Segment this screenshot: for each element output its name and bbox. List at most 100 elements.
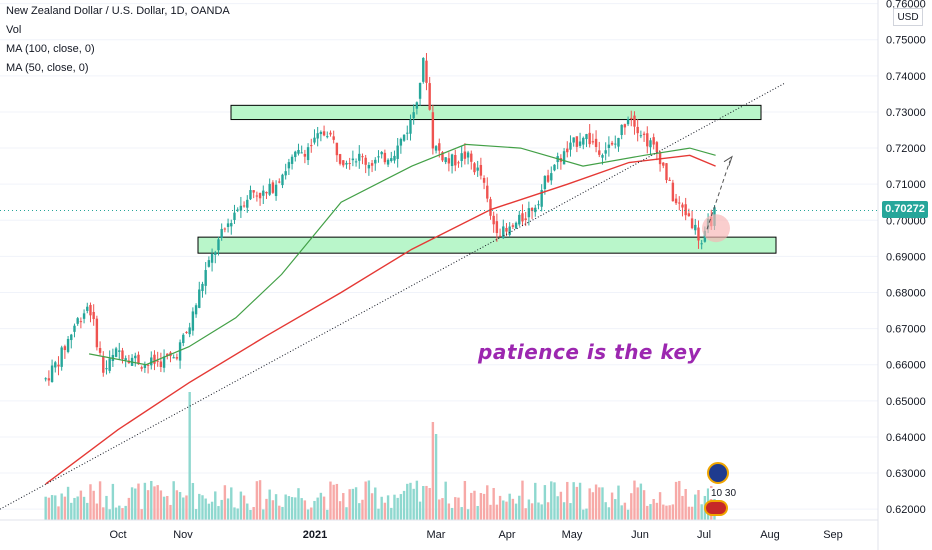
price-tick-label: 0.67000 <box>886 324 926 336</box>
time-axis[interactable]: Oct Nov 2021 Mar Apr May Jun Jul Aug Sep <box>0 519 878 541</box>
volume-bar <box>105 495 108 520</box>
volume-bar <box>594 484 598 520</box>
candle-body <box>63 346 67 351</box>
volume-bar <box>431 422 435 520</box>
volume-bar <box>198 493 201 520</box>
candle-body <box>537 204 540 206</box>
candle-body <box>412 112 415 119</box>
volume-bar <box>585 508 588 520</box>
volume-bar <box>681 495 684 520</box>
candle-body <box>482 177 486 183</box>
candle-body <box>66 338 70 352</box>
candle-body <box>386 159 390 165</box>
candle-body <box>114 348 118 357</box>
volume-bar <box>409 482 412 520</box>
volume-bar <box>44 496 47 520</box>
candle-body <box>294 151 297 158</box>
candle-body <box>143 365 147 369</box>
candle-body <box>582 137 585 145</box>
volume-bar <box>591 492 595 520</box>
candle-body <box>162 356 166 368</box>
volume-bar <box>492 487 495 520</box>
event-badge[interactable]: 10 30 <box>709 488 739 499</box>
candle-body <box>418 82 422 99</box>
volume-bar <box>310 507 313 520</box>
volume-bar <box>178 492 182 520</box>
volume-bar <box>297 488 300 520</box>
volume-bar <box>575 486 579 520</box>
time-tick-label: Apr <box>498 529 515 541</box>
candle-body <box>566 148 569 153</box>
highlight-circle <box>702 214 730 243</box>
symbol-title[interactable]: New Zealand Dollar / U.S. Dollar, 1D, OA… <box>6 5 230 17</box>
volume-bar <box>623 502 627 520</box>
candle-body <box>626 119 630 125</box>
candle-body <box>73 325 76 332</box>
candle-body <box>502 226 505 239</box>
volume-bar <box>252 507 255 520</box>
legend-ma50[interactable]: MA (50, close, 0) <box>6 62 89 74</box>
price-axis[interactable]: 0.76000 0.75000 0.74000 0.73000 0.72000 0.710… <box>877 0 926 550</box>
price-tick-label: 0.66000 <box>886 360 926 372</box>
candle-body <box>271 182 275 193</box>
volume-bar <box>633 480 636 520</box>
candle-body <box>614 143 617 145</box>
legend-ma100[interactable]: MA (100, close, 0) <box>6 43 95 55</box>
candle-body <box>623 124 627 128</box>
candle-body <box>655 142 659 153</box>
volume-bar <box>54 495 57 520</box>
volume-bar <box>390 507 393 520</box>
volume-bar <box>658 492 662 520</box>
volume-bar <box>114 507 118 520</box>
candle-body <box>393 155 396 161</box>
candle-body <box>470 153 473 162</box>
candle-body <box>585 134 588 140</box>
currency-label[interactable]: USD <box>893 8 923 26</box>
volume-bar <box>537 502 540 520</box>
candle-body <box>473 163 476 173</box>
candle-body <box>649 140 652 148</box>
volume-bar <box>166 495 169 520</box>
volume-bar <box>319 492 323 520</box>
volume-bar <box>361 499 364 520</box>
volume-bar <box>242 495 246 520</box>
time-tick-label: Jul <box>697 529 711 541</box>
candle-body <box>146 364 150 366</box>
price-tick-label: 0.63000 <box>886 468 926 480</box>
volume-bar <box>348 489 351 520</box>
volume-bar <box>73 497 76 520</box>
volume-bar <box>626 509 630 520</box>
candle-body <box>690 218 694 229</box>
volume-bar <box>556 496 559 520</box>
candle-body <box>546 175 550 182</box>
candle-body <box>668 179 671 181</box>
volume-bar <box>598 487 601 520</box>
volume-bar <box>466 509 470 520</box>
volume-bar <box>159 490 163 520</box>
volume-bar <box>294 497 297 520</box>
volume-bar <box>191 482 195 520</box>
candle-body <box>230 223 233 227</box>
candle-body <box>86 306 89 311</box>
volume-bar <box>185 495 188 520</box>
time-tick-label: Mar <box>427 529 446 541</box>
volume-bar <box>476 505 479 520</box>
time-tick-label: Aug <box>760 529 780 541</box>
legend-vol[interactable]: Vol <box>6 24 22 36</box>
volume-bar <box>150 480 153 520</box>
event-flag-icon[interactable] <box>707 462 729 484</box>
volume-bar <box>143 482 147 520</box>
volume-bar <box>271 500 275 520</box>
price-tick-label: 0.72000 <box>886 143 926 155</box>
volume-bar <box>118 505 121 520</box>
volume-bar <box>454 497 457 520</box>
volume-bar <box>470 492 473 520</box>
volume-bar <box>92 490 95 520</box>
candle-body <box>313 137 316 143</box>
candle-body <box>326 136 329 138</box>
us-flag-icon[interactable] <box>704 500 728 516</box>
candle-body <box>54 362 57 368</box>
volume-bar <box>188 392 191 520</box>
volume-bar <box>137 483 140 520</box>
